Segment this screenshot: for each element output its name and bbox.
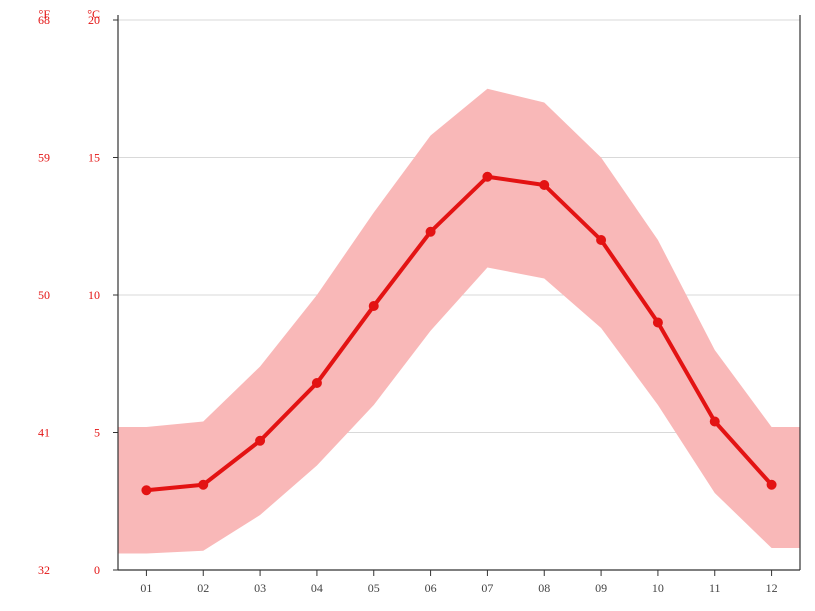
x-tick-label: 09 <box>595 581 607 595</box>
y-c-tick-label: 15 <box>88 151 100 165</box>
y-f-tick-label: 50 <box>38 288 50 302</box>
x-tick-label: 05 <box>368 581 380 595</box>
x-tick-label: 03 <box>254 581 266 595</box>
x-tick-label: 12 <box>766 581 778 595</box>
y-c-tick-label: 10 <box>88 288 100 302</box>
temperature-chart: 0102030405060708091011120325411050155920… <box>0 0 815 611</box>
y-c-tick-label: 0 <box>94 563 100 577</box>
x-tick-label: 07 <box>481 581 493 595</box>
x-tick-label: 02 <box>197 581 209 595</box>
x-tick-label: 04 <box>311 581 323 595</box>
y-c-header: °C <box>87 7 100 21</box>
y-f-header: °F <box>39 7 51 21</box>
y-f-tick-label: 59 <box>38 151 50 165</box>
x-tick-label: 10 <box>652 581 664 595</box>
y-f-tick-label: 41 <box>38 426 50 440</box>
y-f-tick-label: 32 <box>38 563 50 577</box>
x-tick-label: 01 <box>140 581 152 595</box>
y-c-tick-label: 5 <box>94 426 100 440</box>
x-tick-label: 08 <box>538 581 550 595</box>
x-tick-label: 06 <box>425 581 437 595</box>
x-tick-label: 11 <box>709 581 721 595</box>
chart-svg: 0102030405060708091011120325411050155920… <box>0 0 815 611</box>
